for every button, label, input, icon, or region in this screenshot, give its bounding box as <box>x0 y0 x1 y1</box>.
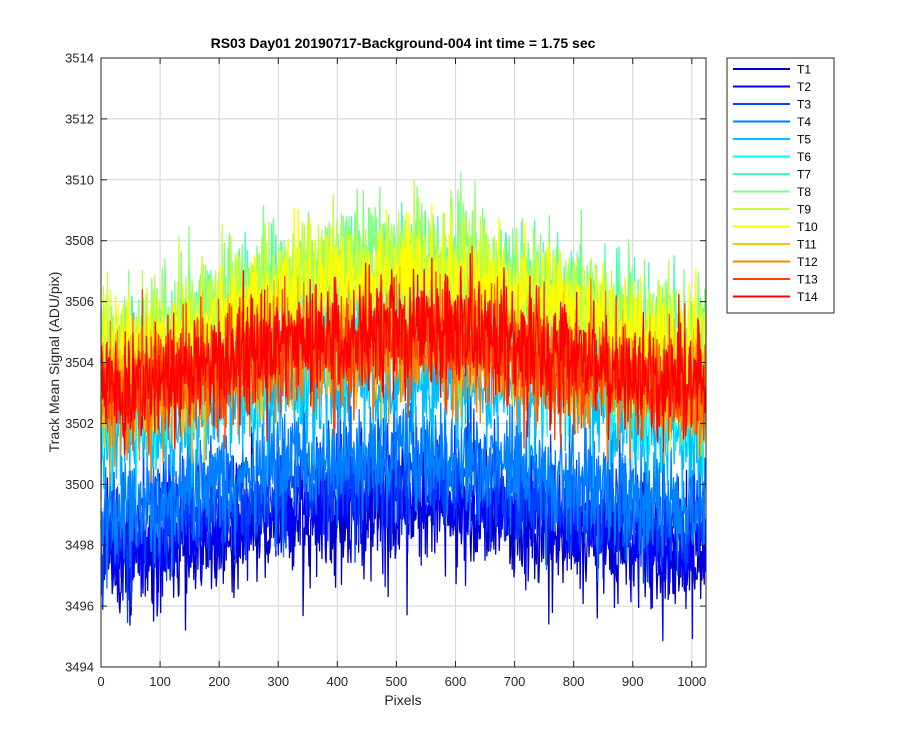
x-tick-label: 1000 <box>677 674 706 689</box>
y-tick-label: 3502 <box>65 416 94 431</box>
chart-title: RS03 Day01 20190717-Background-004 int t… <box>211 35 596 51</box>
legend-label-t5: T5 <box>797 133 811 147</box>
y-tick-label: 3496 <box>65 599 94 614</box>
y-tick-label: 3500 <box>65 477 94 492</box>
legend-label-t6: T6 <box>797 150 811 164</box>
legend-label-t1: T1 <box>797 63 811 77</box>
x-tick-label: 600 <box>445 674 467 689</box>
legend-label-t11: T11 <box>797 238 817 252</box>
series-line-t14 <box>100 253 707 455</box>
legend-label-t3: T3 <box>797 98 811 112</box>
series-lines <box>100 171 707 642</box>
series-line-t4 <box>100 375 707 589</box>
y-tick-label: 3514 <box>65 51 94 66</box>
legend-label-t9: T9 <box>797 203 811 217</box>
x-tick-label: 0 <box>97 674 104 689</box>
x-tick-label: 500 <box>386 674 408 689</box>
y-axis-ticks: 3494 3496 3498 3500 3502 3504 3506 3508 3510 3512… <box>65 51 706 675</box>
x-tick-label: 700 <box>504 674 526 689</box>
legend-label-t12: T12 <box>797 255 818 269</box>
y-tick-label: 3494 <box>65 660 94 675</box>
legend: T1 T2 T3 T4 T5 T6 T7 T8 T9 T10 T11 T12 T13 T14 <box>726 57 835 314</box>
x-tick-label: 200 <box>208 674 230 689</box>
legend-label-t13: T13 <box>797 273 818 287</box>
legend-label-t2: T2 <box>797 80 811 94</box>
y-tick-label: 3512 <box>65 111 94 126</box>
y-tick-label: 3510 <box>65 172 94 187</box>
legend-label-t14: T14 <box>797 290 818 304</box>
legend-label-t4: T4 <box>797 115 811 129</box>
legend-label-t10: T10 <box>797 220 818 234</box>
x-tick-label: 300 <box>267 674 289 689</box>
y-tick-label: 3504 <box>65 355 94 370</box>
legend-box <box>726 57 835 314</box>
y-tick-label: 3506 <box>65 294 94 309</box>
legend-label-t8: T8 <box>797 185 811 199</box>
y-tick-label: 3498 <box>65 538 94 553</box>
x-axis-ticks: 0 100 200 300 400 500 600 700 800 900 1000 <box>97 58 706 689</box>
series-line-t13 <box>100 245 707 455</box>
y-tick-label: 3508 <box>65 233 94 248</box>
y-axis-label: Track Mean Signal (ADU/pix) <box>46 272 62 453</box>
x-tick-label: 100 <box>149 674 171 689</box>
x-tick-label: 900 <box>622 674 644 689</box>
legend-label-t7: T7 <box>797 168 811 182</box>
x-tick-label: 800 <box>563 674 585 689</box>
x-tick-label: 400 <box>326 674 348 689</box>
x-axis-label: Pixels <box>384 692 421 708</box>
